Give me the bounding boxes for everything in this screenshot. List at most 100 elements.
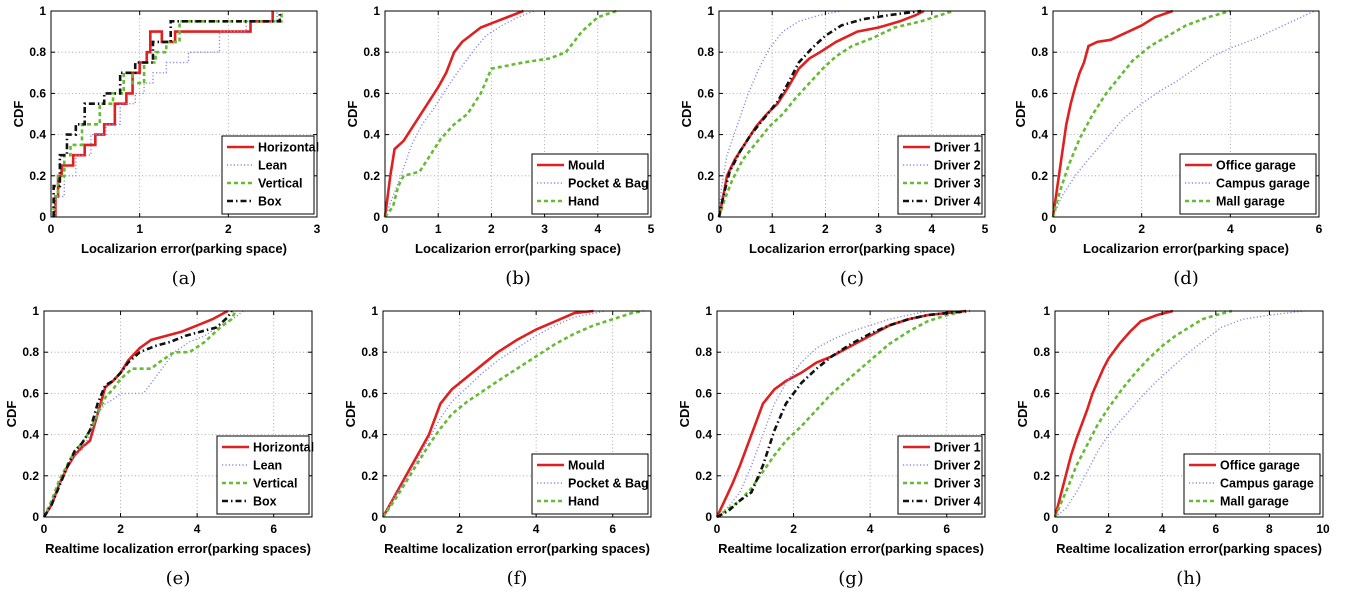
x-tick-label: 0: [382, 222, 389, 236]
y-tick-label: 0.8: [361, 345, 378, 359]
series-line-vertical: [52, 11, 283, 217]
series-line-mall-garage: [1051, 9, 1231, 218]
y-tick-label: 0.2: [363, 169, 380, 183]
y-tick-label: 0.8: [697, 45, 714, 59]
legend-label: Horizontal: [258, 141, 319, 155]
x-tick-label: 1: [435, 222, 442, 236]
x-tick-label: 1: [769, 222, 776, 236]
series-line-driver-4: [717, 9, 922, 218]
legend-label: Campus garage: [1220, 477, 1314, 491]
x-axis-label: Realtime localization error(parking spac…: [718, 541, 984, 556]
series-line-hand: [383, 9, 617, 218]
y-tick-label: 0: [373, 210, 380, 224]
panel-caption: (c): [840, 268, 864, 289]
x-tick-label: 0: [380, 522, 387, 536]
x-axis-label: Realtime localization error(parking spac…: [45, 541, 311, 556]
y-axis-label: CDF: [343, 401, 358, 428]
y-tick-label: 0: [32, 510, 39, 524]
x-tick-label: 0: [48, 222, 55, 236]
chart-panel-e: 0 2 4 6 0 0.2 0.4 0.6 0.8 1 Realtime localization …: [4, 304, 314, 589]
x-tick-label: 0: [1052, 522, 1059, 536]
y-tick-label: 1: [39, 4, 46, 18]
chart-panel-a: 0 1 2 3 0 0.2 0.4 0.6 0.8 1 Localizarion error(par…: [11, 4, 321, 289]
y-tick-label: 0.6: [361, 386, 378, 400]
x-tick-label: 6: [270, 522, 277, 536]
legend-label: Driver 4: [934, 195, 981, 209]
y-axis-label: CDF: [677, 401, 692, 428]
legend-label: Campus garage: [1216, 177, 1310, 191]
legend-label: Driver 4: [934, 495, 981, 509]
y-tick-label: 0.8: [363, 45, 380, 59]
panel-caption: (d): [1173, 268, 1199, 289]
series-line-mould: [383, 9, 524, 218]
axes-frame: [718, 10, 986, 218]
y-tick-label: 0.2: [695, 469, 712, 483]
y-tick-label: 0.6: [697, 86, 714, 100]
y-tick-label: 0.6: [363, 86, 380, 100]
x-tick-label: 6: [609, 522, 616, 536]
legend-label: Driver 1: [934, 441, 981, 455]
y-tick-label: 0.8: [1031, 45, 1048, 59]
legend: Driver 1 Driver 2 Driver 3 Driver 4: [897, 135, 983, 215]
x-tick-label: 6: [1212, 522, 1219, 536]
legend-label: Office garage: [1220, 459, 1300, 473]
legend: Mould Pocket & Bag Hand: [531, 453, 649, 515]
chart-panel-c: 0 1 2 3 4 5 0 0.2 0.4 0.6 0.8 1 Localizarion error(p…: [679, 4, 989, 289]
x-tick-label: 2: [117, 522, 124, 536]
x-axis-label: Realtime localization error(parking spac…: [1056, 541, 1322, 556]
series-line-box: [42, 310, 233, 518]
x-tick-label: 4: [1227, 222, 1234, 236]
legend-label: Driver 3: [934, 477, 981, 491]
legend: Office garage Campus garage Mall garage: [1183, 453, 1321, 515]
series-line-mall-garage: [1053, 309, 1233, 518]
x-tick-label: 2: [790, 522, 797, 536]
legend: Horizontal Lean Vertical Box: [221, 135, 319, 215]
series-line-campus-garage: [1054, 310, 1305, 518]
series-line-pocket-bag: [382, 310, 606, 518]
series-line-pocket-bag: [384, 10, 535, 218]
x-tick-label: 10: [1316, 522, 1330, 536]
y-tick-label: 0.8: [1033, 345, 1050, 359]
chart-panel-d: 0 2 4 6 0 0.2 0.4 0.6 0.8 1 Localizarion error(par…: [1013, 4, 1323, 289]
y-tick-label: 0.4: [697, 128, 714, 142]
legend-label: Driver 3: [934, 177, 981, 191]
legend-label: Mould: [568, 459, 605, 473]
legend-label: Hand: [568, 195, 599, 209]
legend-label: Pocket & Bag: [568, 177, 649, 191]
y-tick-label: 0: [39, 210, 46, 224]
series-line-driver-3: [716, 309, 967, 519]
legend-label: Mould: [568, 159, 605, 173]
x-tick-label: 5: [982, 222, 989, 236]
x-tick-label: 2: [1138, 222, 1145, 236]
y-tick-label: 0.6: [1033, 386, 1050, 400]
x-axis-label: Realtime localization error(parking spac…: [384, 541, 650, 556]
series-line-hand: [381, 309, 644, 518]
x-tick-label: 2: [456, 522, 463, 536]
axes-frame: [382, 310, 652, 518]
panel-caption: (e): [166, 568, 191, 589]
y-tick-label: 0: [371, 510, 378, 524]
y-tick-label: 0.2: [361, 469, 378, 483]
y-tick-label: 0.4: [695, 428, 712, 442]
series-line-box: [52, 11, 282, 217]
legend-label: Pocket & Bag: [568, 477, 649, 491]
y-tick-label: 0.4: [1031, 128, 1048, 142]
legend-label: Lean: [258, 159, 287, 173]
y-axis-label: CDF: [11, 101, 26, 128]
y-tick-label: 1: [707, 4, 714, 18]
y-tick-label: 1: [371, 304, 378, 318]
x-tick-label: 0: [41, 522, 48, 536]
y-tick-label: 0.8: [22, 345, 39, 359]
y-tick-label: 0: [1041, 210, 1048, 224]
series-line-lean: [54, 11, 278, 217]
y-axis-label: CDF: [1015, 401, 1030, 428]
y-tick-label: 0.2: [1031, 169, 1048, 183]
legend-label: Vertical: [253, 477, 297, 491]
x-axis-label: Localizarion error(parking space): [1083, 241, 1289, 256]
x-tick-label: 6: [943, 522, 950, 536]
x-axis-label: Localizarion error(parking space): [415, 241, 621, 256]
legend-label: Box: [253, 495, 277, 509]
y-tick-label: 0: [707, 210, 714, 224]
y-tick-label: 0.6: [1031, 86, 1048, 100]
